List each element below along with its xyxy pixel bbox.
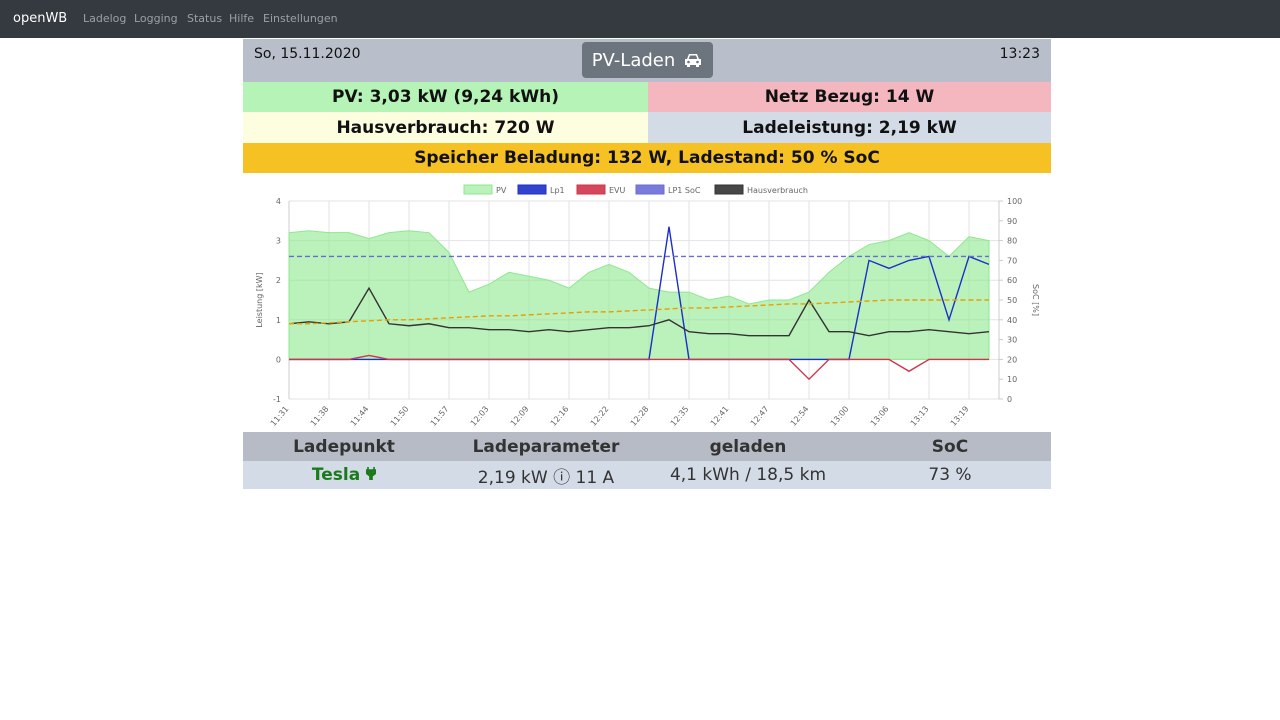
grid-status: Netz Bezug: 14 W bbox=[648, 82, 1051, 112]
y2-tick-label: 30 bbox=[1007, 336, 1017, 345]
y2-tick-label: 100 bbox=[1007, 197, 1022, 206]
y2-tick-label: 0 bbox=[1007, 395, 1012, 404]
x-tick-label: 13:06 bbox=[869, 405, 891, 428]
y2-tick-label: 40 bbox=[1007, 316, 1017, 325]
x-tick-label: 12:35 bbox=[669, 405, 691, 428]
legend-swatch bbox=[714, 184, 744, 195]
legend-swatch bbox=[576, 184, 606, 195]
legend-label: EVU bbox=[609, 186, 626, 195]
nav-link[interactable]: Einstellungen bbox=[263, 12, 338, 25]
line bbox=[288, 286, 990, 337]
x-tick-label: 12:47 bbox=[749, 405, 771, 428]
column-header: Ladeparameter bbox=[472, 436, 620, 457]
y-tick-label: 0 bbox=[276, 355, 281, 364]
x-tick-label: 12:03 bbox=[469, 405, 491, 428]
legend-swatch bbox=[635, 184, 665, 195]
x-tick-label: 12:22 bbox=[589, 405, 611, 428]
x-tick-label: 11:31 bbox=[269, 405, 291, 428]
x-tick-label: 13:00 bbox=[829, 405, 851, 428]
x-tick-label: 12:09 bbox=[509, 405, 531, 428]
mode: PV-Laden bbox=[591, 49, 676, 71]
legend-swatch bbox=[517, 184, 547, 195]
column-header: Ladepunkt bbox=[293, 436, 395, 457]
column-header: SoC bbox=[931, 436, 969, 457]
y2-tick-label: 50 bbox=[1007, 296, 1017, 305]
y-axis-title: Leistung [kW] bbox=[255, 272, 264, 327]
x-tick-label: 13:13 bbox=[909, 405, 931, 428]
mode-button[interactable]: PV-Laden bbox=[582, 42, 713, 78]
car-icon bbox=[685, 54, 702, 67]
cell: 73 % bbox=[928, 465, 972, 485]
line bbox=[289, 354, 989, 381]
legend-label: Lp1 bbox=[550, 186, 565, 195]
x-tick-label: 11:44 bbox=[349, 405, 371, 428]
line bbox=[289, 299, 989, 325]
header: So, 15.11.2020 PV-Laden 13:23 bbox=[243, 39, 1051, 82]
y2-tick-label: 20 bbox=[1007, 355, 1017, 364]
y-tick-label: 3 bbox=[276, 237, 281, 246]
time: 13:23 bbox=[999, 46, 1040, 62]
x-tick-label: 12:28 bbox=[629, 405, 651, 428]
table-header: Ladepunkt Ladeparameter geladen SoC bbox=[243, 432, 1051, 461]
table-row: Tesla 2,19 kW ⓘ 11 A 4,1 kWh / 18,5 km 7… bbox=[243, 461, 1051, 489]
legend-swatch bbox=[463, 184, 493, 195]
legend-label: LP1 SoC bbox=[668, 186, 701, 195]
storage-status: Speicher Beladung: 132 W, Ladestand: 50 … bbox=[243, 143, 1051, 173]
legend-label: Hausverbrauch bbox=[747, 186, 808, 195]
brand[interactable]: openWB bbox=[13, 11, 68, 26]
x-tick-label: 11:38 bbox=[309, 405, 331, 428]
x-tick-label: 12:16 bbox=[549, 405, 571, 428]
nav-link[interactable]: Logging bbox=[134, 12, 178, 25]
y2-tick-label: 60 bbox=[1007, 276, 1017, 285]
date: So, 15.11.2020 bbox=[254, 46, 361, 62]
y2-tick-label: 80 bbox=[1007, 237, 1017, 246]
nav-link[interactable]: Status bbox=[187, 12, 223, 25]
navbar: openWB Ladelog Logging Status Hilfe Eins… bbox=[0, 0, 1280, 38]
x-tick-label: 12:54 bbox=[789, 405, 811, 428]
y-tick-label: 4 bbox=[276, 197, 281, 206]
y-tick-label: -1 bbox=[273, 395, 281, 404]
x-tick-label: 11:57 bbox=[429, 405, 451, 428]
column-header: geladen bbox=[709, 436, 787, 457]
y2-tick-label: 10 bbox=[1007, 375, 1017, 384]
pv-status: PV: 3,03 kW (9,24 kWh) bbox=[243, 82, 648, 112]
charge-point[interactable]: Tesla bbox=[243, 465, 445, 485]
nav-link[interactable]: Hilfe bbox=[229, 12, 255, 25]
x-tick-label: 11:50 bbox=[389, 405, 411, 428]
nav-link[interactable]: Ladelog bbox=[83, 12, 127, 25]
y-tick-label: 2 bbox=[276, 276, 281, 285]
x-tick-label: 12:41 bbox=[709, 405, 731, 428]
legend-label: PV bbox=[496, 186, 507, 195]
house-status: Hausverbrauch: 720 W bbox=[243, 112, 648, 143]
y-tick-label: 1 bbox=[276, 316, 281, 325]
y2-axis-title: SoC [%] bbox=[1031, 284, 1040, 316]
cell: 4,1 kWh / 18,5 km bbox=[669, 465, 827, 485]
cell: 2,19 kW ⓘ 11 A bbox=[477, 467, 615, 488]
y2-tick-label: 90 bbox=[1007, 217, 1017, 226]
plug-icon bbox=[365, 467, 377, 481]
charge-point-name: Tesla bbox=[311, 465, 361, 485]
area bbox=[288, 230, 990, 360]
y2-tick-label: 70 bbox=[1007, 256, 1017, 265]
charging-status: Ladeleistung: 2,19 kW bbox=[648, 112, 1051, 143]
x-tick-label: 13:19 bbox=[949, 405, 971, 428]
